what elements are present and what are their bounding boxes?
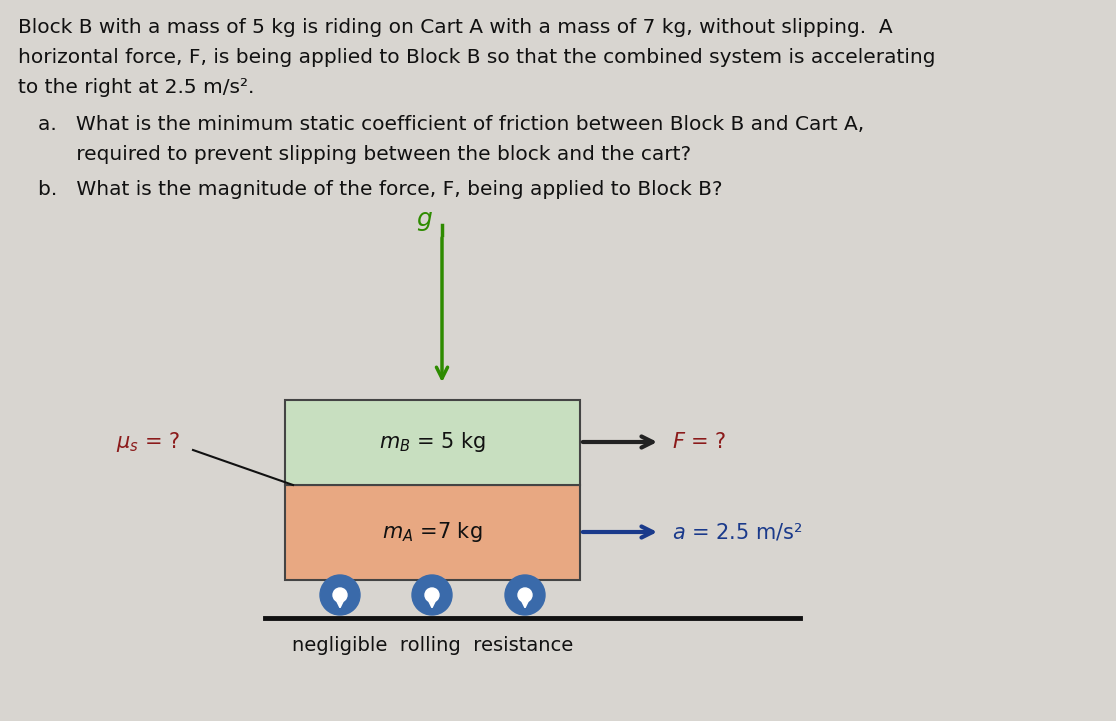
Bar (285, 400, 580, 485)
Circle shape (518, 588, 532, 602)
Circle shape (506, 575, 545, 615)
Text: $m_A$ =7 kg: $m_A$ =7 kg (383, 521, 483, 544)
Text: required to prevent slipping between the block and the cart?: required to prevent slipping between the… (38, 145, 691, 164)
Circle shape (320, 575, 360, 615)
Text: to the right at 2.5 m/s².: to the right at 2.5 m/s². (18, 78, 254, 97)
Circle shape (425, 588, 439, 602)
Bar (285, 485, 580, 580)
Text: Block B with a mass of 5 kg is riding on Cart A with a mass of 7 kg, without sli: Block B with a mass of 5 kg is riding on… (18, 18, 893, 37)
Text: horizontal force, F, is being applied to Block B so that the combined system is : horizontal force, F, is being applied to… (18, 48, 935, 67)
Text: $a$ = 2.5 m/s²: $a$ = 2.5 m/s² (672, 521, 802, 542)
Text: $g$: $g$ (415, 209, 433, 233)
Circle shape (333, 588, 347, 602)
Text: $\mu_s$ = ?: $\mu_s$ = ? (116, 430, 180, 454)
Circle shape (412, 575, 452, 615)
Text: $m_B$ = 5 kg: $m_B$ = 5 kg (379, 430, 487, 454)
Text: $F$ = ?: $F$ = ? (672, 432, 727, 452)
Text: negligible  rolling  resistance: negligible rolling resistance (292, 636, 574, 655)
Text: a.   What is the minimum static coefficient of friction between Block B and Cart: a. What is the minimum static coefficien… (38, 115, 864, 134)
Text: b.   What is the magnitude of the force, F, being applied to Block B?: b. What is the magnitude of the force, F… (38, 180, 722, 199)
